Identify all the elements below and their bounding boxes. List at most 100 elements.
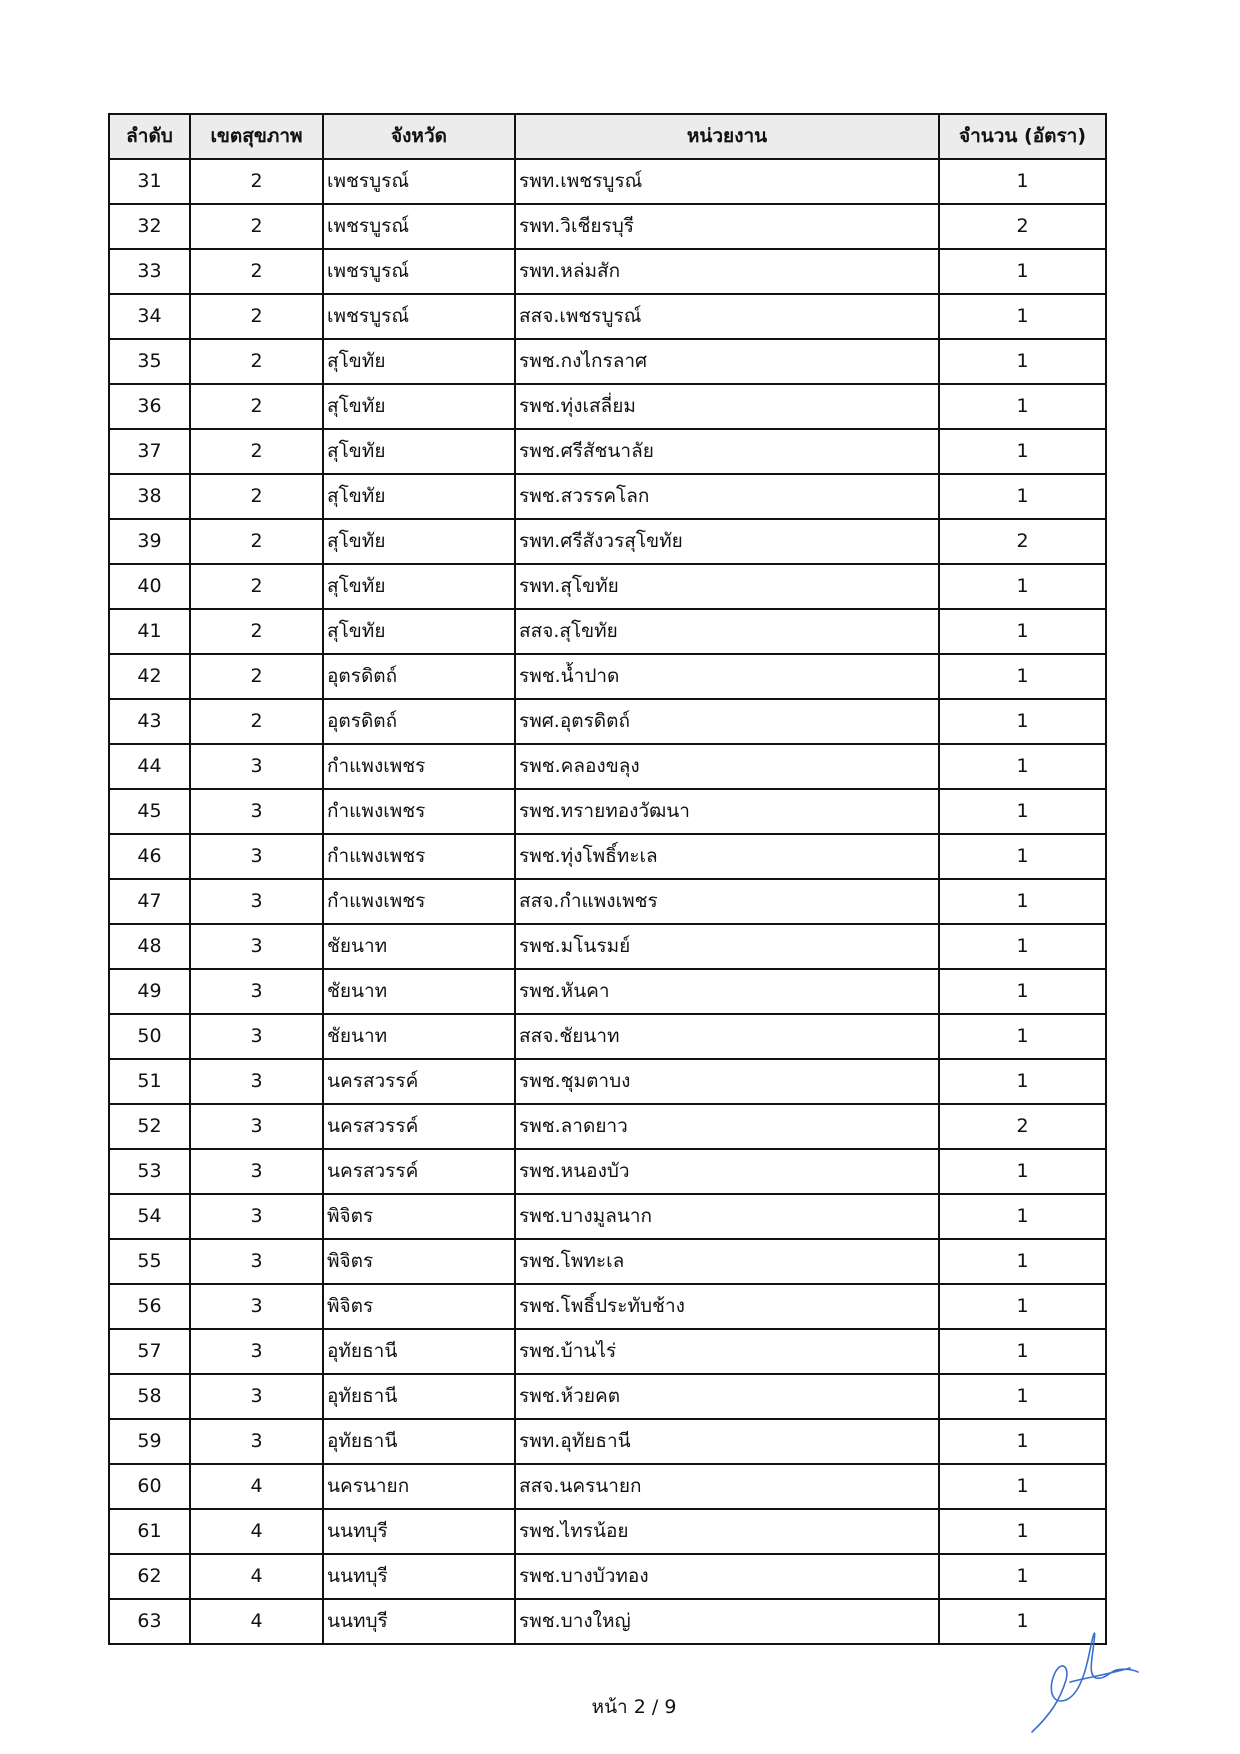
cell-province: กำแพงเพชร <box>322 788 516 835</box>
cell-order: 47 <box>108 878 191 925</box>
cell-agency: รพช.น้ำปาด <box>514 653 940 700</box>
table-row: 57 3 อุทัยธานี รพช.บ้านไร่ 1 <box>108 1328 1107 1375</box>
positions-table: ลำดับ เขตสุขภาพ จังหวัด หน่วยงาน จำนวน (… <box>108 113 1107 1645</box>
cell-agency: รพช.ทุ่งโพธิ์ทะเล <box>514 833 940 880</box>
cell-province: เพชรบูรณ์ <box>322 248 516 295</box>
cell-health-region: 2 <box>189 473 324 520</box>
table-row: 41 2 สุโขทัย สสจ.สุโขทัย 1 <box>108 608 1107 655</box>
cell-order: 37 <box>108 428 191 475</box>
cell-province: สุโขทัย <box>322 383 516 430</box>
cell-province: นครสวรรค์ <box>322 1058 516 1105</box>
cell-health-region: 3 <box>189 788 324 835</box>
cell-count: 1 <box>938 788 1107 835</box>
cell-order: 49 <box>108 968 191 1015</box>
cell-province: อุตรดิตถ์ <box>322 698 516 745</box>
cell-agency: รพช.บางมูลนาก <box>514 1193 940 1240</box>
cell-province: ชัยนาท <box>322 923 516 970</box>
cell-agency: รพช.หันคา <box>514 968 940 1015</box>
cell-order: 40 <box>108 563 191 610</box>
cell-order: 62 <box>108 1553 191 1600</box>
cell-agency: รพช.สวรรคโลก <box>514 473 940 520</box>
cell-agency: รพช.บางใหญ่ <box>514 1598 940 1645</box>
cell-province: เพชรบูรณ์ <box>322 158 516 205</box>
cell-agency: รพช.บ้านไร่ <box>514 1328 940 1375</box>
cell-count: 1 <box>938 1463 1107 1510</box>
cell-order: 63 <box>108 1598 191 1645</box>
cell-agency: รพช.ทรายทองวัฒนา <box>514 788 940 835</box>
table-row: 40 2 สุโขทัย รพท.สุโขทัย 1 <box>108 563 1107 610</box>
table-body: 31 2 เพชรบูรณ์ รพท.เพชรบูรณ์ 1 32 2 เพชรบูรณ์ รพ… <box>108 158 1107 1645</box>
table-row: 44 3 กำแพงเพชร รพช.คลองขลุง 1 <box>108 743 1107 790</box>
cell-province: อุทัยธานี <box>322 1418 516 1465</box>
cell-province: กำแพงเพชร <box>322 878 516 925</box>
cell-province: กำแพงเพชร <box>322 743 516 790</box>
cell-health-region: 3 <box>189 1058 324 1105</box>
cell-province: นนทบุรี <box>322 1553 516 1600</box>
header-count: จำนวน (อัตรา) <box>938 113 1107 160</box>
cell-health-region: 2 <box>189 203 324 250</box>
cell-count: 1 <box>938 1058 1107 1105</box>
cell-province: อุตรดิตถ์ <box>322 653 516 700</box>
cell-agency: รพช.โพธิ์ประทับช้าง <box>514 1283 940 1330</box>
cell-province: พิจิตร <box>322 1238 516 1285</box>
cell-count: 1 <box>938 833 1107 880</box>
header-agency: หน่วยงาน <box>514 113 940 160</box>
cell-health-region: 2 <box>189 338 324 385</box>
cell-province: เพชรบูรณ์ <box>322 203 516 250</box>
cell-order: 57 <box>108 1328 191 1375</box>
cell-order: 43 <box>108 698 191 745</box>
cell-count: 1 <box>938 1598 1107 1645</box>
table-row: 54 3 พิจิตร รพช.บางมูลนาก 1 <box>108 1193 1107 1240</box>
cell-order: 46 <box>108 833 191 880</box>
cell-count: 1 <box>938 248 1107 295</box>
table-row: 49 3 ชัยนาท รพช.หันคา 1 <box>108 968 1107 1015</box>
cell-province: นครนายก <box>322 1463 516 1510</box>
cell-agency: สสจ.นครนายก <box>514 1463 940 1510</box>
cell-count: 1 <box>938 428 1107 475</box>
cell-province: อุทัยธานี <box>322 1373 516 1420</box>
cell-agency: รพท.ศรีสังวรสุโขทัย <box>514 518 940 565</box>
cell-order: 41 <box>108 608 191 655</box>
cell-health-region: 3 <box>189 1238 324 1285</box>
cell-health-region: 2 <box>189 698 324 745</box>
cell-order: 31 <box>108 158 191 205</box>
cell-agency: รพช.ศรีสัชนาลัย <box>514 428 940 475</box>
cell-order: 35 <box>108 338 191 385</box>
cell-province: อุทัยธานี <box>322 1328 516 1375</box>
cell-order: 50 <box>108 1013 191 1060</box>
cell-count: 1 <box>938 923 1107 970</box>
cell-province: สุโขทัย <box>322 563 516 610</box>
cell-count: 1 <box>938 473 1107 520</box>
cell-order: 45 <box>108 788 191 835</box>
cell-agency: รพท.เพชรบูรณ์ <box>514 158 940 205</box>
cell-order: 60 <box>108 1463 191 1510</box>
table-row: 46 3 กำแพงเพชร รพช.ทุ่งโพธิ์ทะเล 1 <box>108 833 1107 880</box>
cell-agency: รพช.ห้วยคต <box>514 1373 940 1420</box>
cell-count: 1 <box>938 338 1107 385</box>
cell-health-region: 3 <box>189 1328 324 1375</box>
cell-count: 1 <box>938 1193 1107 1240</box>
cell-count: 1 <box>938 1508 1107 1555</box>
cell-agency: รพช.บางบัวทอง <box>514 1553 940 1600</box>
table-row: 53 3 นครสวรรค์ รพช.หนองบัว 1 <box>108 1148 1107 1195</box>
cell-province: สุโขทัย <box>322 473 516 520</box>
cell-province: ชัยนาท <box>322 1013 516 1060</box>
header-province: จังหวัด <box>322 113 516 160</box>
cell-order: 33 <box>108 248 191 295</box>
cell-order: 44 <box>108 743 191 790</box>
cell-order: 38 <box>108 473 191 520</box>
cell-province: นครสวรรค์ <box>322 1148 516 1195</box>
cell-agency: รพช.ไทรน้อย <box>514 1508 940 1555</box>
table-row: 31 2 เพชรบูรณ์ รพท.เพชรบูรณ์ 1 <box>108 158 1107 205</box>
cell-province: สุโขทัย <box>322 518 516 565</box>
cell-health-region: 4 <box>189 1553 324 1600</box>
cell-agency: รพช.กงไกรลาศ <box>514 338 940 385</box>
page-number: หน้า 2 / 9 <box>591 1696 677 1718</box>
cell-health-region: 3 <box>189 923 324 970</box>
cell-count: 1 <box>938 653 1107 700</box>
cell-health-region: 2 <box>189 248 324 295</box>
cell-health-region: 3 <box>189 878 324 925</box>
table-row: 55 3 พิจิตร รพช.โพทะเล 1 <box>108 1238 1107 1285</box>
cell-count: 2 <box>938 1103 1107 1150</box>
cell-count: 1 <box>938 563 1107 610</box>
